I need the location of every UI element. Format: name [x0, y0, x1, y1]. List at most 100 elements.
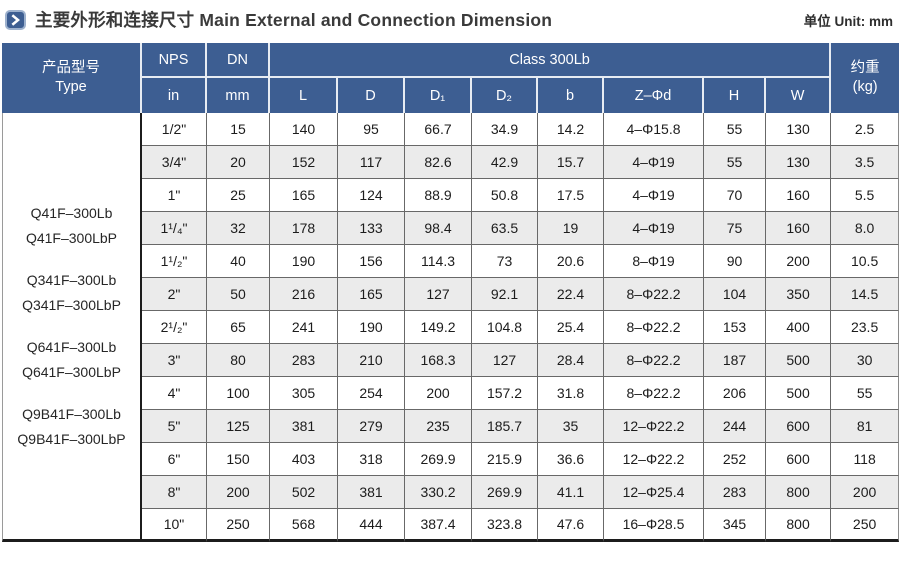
cell-h: 70 — [704, 179, 766, 212]
cell-b: 22.4 — [538, 278, 604, 311]
cell-d: 124 — [338, 179, 405, 212]
col-header-D2: D₂ — [472, 78, 538, 113]
dimension-table: 产品型号 Type NPS DN Class 300Lb 约重 (kg) in … — [2, 43, 900, 542]
table-row: 4" 100 305 254 200 157.2 31.8 8–Φ22.2 206 500 55 — [2, 377, 900, 410]
cell-weight: 14.5 — [831, 278, 900, 311]
cell-d: 190 — [338, 311, 405, 344]
cell-w: 400 — [766, 311, 832, 344]
cell-nps: 2" — [142, 278, 207, 311]
cell-b: 14.2 — [538, 113, 604, 146]
cell-d1: 114.3 — [405, 245, 472, 278]
cell-nps: 3/4" — [142, 146, 207, 179]
cell-d: 381 — [338, 476, 405, 509]
cell-nps: 2¹/₂" — [142, 311, 207, 344]
col-header-D1: D₁ — [405, 78, 472, 113]
cell-h: 153 — [704, 311, 766, 344]
cell-l: 140 — [270, 113, 338, 146]
cell-d: 133 — [338, 212, 405, 245]
cell-d2: 73 — [472, 245, 538, 278]
cell-d2: 215.9 — [472, 443, 538, 476]
cell-w: 350 — [766, 278, 832, 311]
page-title-zh: 主要外形和连接尺寸 — [35, 10, 195, 30]
cell-nps: 1¹/₂" — [142, 245, 207, 278]
table-row: 10" 250 568 444 387.4 323.8 47.6 16–Φ28.5 345 800… — [2, 509, 900, 542]
cell-w: 160 — [766, 212, 832, 245]
cell-l: 502 — [270, 476, 338, 509]
cell-w: 500 — [766, 344, 832, 377]
table-row: 3" 80 283 210 168.3 127 28.4 8–Φ22.2 187 500 30 — [2, 344, 900, 377]
cell-nps: 4" — [142, 377, 207, 410]
table-row: 6" 150 403 318 269.9 215.9 36.6 12–Φ22.2 252 600 1… — [2, 443, 900, 476]
cell-w: 600 — [766, 443, 832, 476]
title-bar: 主要外形和连接尺寸 Main External and Connection D… — [5, 7, 895, 32]
cell-w: 500 — [766, 377, 832, 410]
col-header-dn: DN — [207, 43, 270, 78]
col-header-weight-zh: 约重 — [850, 60, 880, 76]
cell-z_phi_d: 8–Φ22.2 — [604, 377, 704, 410]
cell-h: 55 — [704, 146, 766, 179]
cell-nps: 5" — [142, 410, 207, 443]
col-header-type-zh: 产品型号 — [42, 60, 100, 76]
cell-d2: 92.1 — [472, 278, 538, 311]
col-header-weight-unit: (kg) — [852, 79, 878, 95]
chevron-right-icon — [5, 9, 26, 30]
cell-d1: 235 — [405, 410, 472, 443]
col-header-W: W — [766, 78, 832, 113]
cell-dn: 40 — [207, 245, 270, 278]
cell-d1: 387.4 — [405, 509, 472, 542]
cell-z_phi_d: 8–Φ22.2 — [604, 311, 704, 344]
cell-b: 25.4 — [538, 311, 604, 344]
cell-d: 95 — [338, 113, 405, 146]
cell-dn: 25 — [207, 179, 270, 212]
cell-d2: 63.5 — [472, 212, 538, 245]
header-row-top: 产品型号 Type NPS DN Class 300Lb 约重 (kg) — [2, 43, 900, 113]
cell-nps: 1/2" — [142, 113, 207, 146]
cell-d: 444 — [338, 509, 405, 542]
cell-l: 241 — [270, 311, 338, 344]
type-group: Q9B41F–300Lb Q9B41F–300LbP — [17, 402, 125, 452]
cell-b: 47.6 — [538, 509, 604, 542]
cell-weight: 118 — [831, 443, 900, 476]
table-row: 8" 200 502 381 330.2 269.9 41.1 12–Φ25.4 283 800 2… — [2, 476, 900, 509]
cell-z_phi_d: 12–Φ22.2 — [604, 410, 704, 443]
cell-weight: 3.5 — [831, 146, 900, 179]
type-name: Q341F–300Lb — [26, 271, 117, 288]
cell-weight: 8.0 — [831, 212, 900, 245]
cell-weight: 81 — [831, 410, 900, 443]
cell-d1: 168.3 — [405, 344, 472, 377]
cell-d1: 98.4 — [405, 212, 472, 245]
cell-d: 318 — [338, 443, 405, 476]
table-row: 5" 125 381 279 235 185.7 35 12–Φ22.2 244 600 81 — [2, 410, 900, 443]
table-row: 2" 50 216 165 127 92.1 22.4 8–Φ22.2 104 350 14.5 — [2, 278, 900, 311]
type-group: Q641F–300Lb Q641F–300LbP — [22, 335, 121, 385]
cell-l: 381 — [270, 410, 338, 443]
cell-w: 130 — [766, 113, 832, 146]
cell-dn: 250 — [207, 509, 270, 542]
cell-b: 41.1 — [538, 476, 604, 509]
cell-z_phi_d: 8–Φ22.2 — [604, 344, 704, 377]
cell-w: 800 — [766, 509, 832, 542]
cell-h: 75 — [704, 212, 766, 245]
cell-d1: 200 — [405, 377, 472, 410]
cell-dn: 65 — [207, 311, 270, 344]
cell-w: 160 — [766, 179, 832, 212]
type-name: Q641F–300Lb — [26, 338, 117, 355]
cell-d: 156 — [338, 245, 405, 278]
cell-z_phi_d: 4–Φ19 — [604, 179, 704, 212]
cell-l: 403 — [270, 443, 338, 476]
cell-d1: 88.9 — [405, 179, 472, 212]
col-header-H: H — [704, 78, 766, 113]
cell-w: 130 — [766, 146, 832, 179]
cell-d2: 323.8 — [472, 509, 538, 542]
cell-d1: 66.7 — [405, 113, 472, 146]
cell-d: 254 — [338, 377, 405, 410]
cell-weight: 30 — [831, 344, 900, 377]
cell-weight: 23.5 — [831, 311, 900, 344]
cell-d2: 104.8 — [472, 311, 538, 344]
cell-z_phi_d: 12–Φ22.2 — [604, 443, 704, 476]
cell-w: 600 — [766, 410, 832, 443]
col-header-weight: 约重 (kg) — [831, 43, 900, 113]
cell-z_phi_d: 16–Φ28.5 — [604, 509, 704, 542]
page-title-en: Main External and Connection Dimension — [199, 10, 553, 30]
cell-d: 165 — [338, 278, 405, 311]
